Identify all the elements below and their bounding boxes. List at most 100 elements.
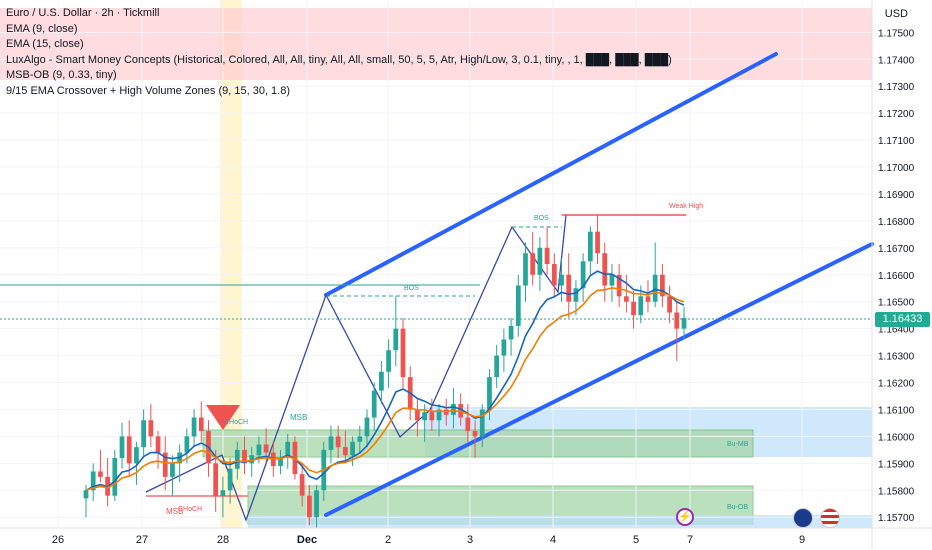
candle-body[interactable] bbox=[580, 261, 586, 289]
sell-signal-arrow[interactable] bbox=[206, 405, 240, 430]
candle-body[interactable] bbox=[479, 409, 485, 437]
candle-body[interactable] bbox=[566, 274, 572, 302]
candle-body[interactable] bbox=[112, 457, 118, 496]
candle-body[interactable] bbox=[256, 444, 262, 456]
candle-body[interactable] bbox=[213, 463, 219, 496]
candle-body[interactable] bbox=[400, 328, 406, 378]
lightning-icon[interactable]: ⚡ bbox=[676, 508, 694, 526]
candle-body[interactable] bbox=[587, 231, 593, 262]
supply-zone bbox=[0, 8, 872, 80]
candle-body[interactable] bbox=[472, 431, 478, 437]
candle-body[interactable] bbox=[638, 296, 644, 316]
candle-body[interactable] bbox=[242, 449, 247, 464]
candle-body[interactable] bbox=[674, 312, 680, 329]
candle-body[interactable] bbox=[335, 436, 341, 448]
choch-label-2: CHoCH bbox=[178, 506, 202, 513]
candle-body[interactable] bbox=[645, 296, 651, 302]
bos-label-2: BOS bbox=[534, 215, 549, 222]
candle-body[interactable] bbox=[595, 231, 600, 254]
candle-body[interactable] bbox=[357, 436, 363, 442]
candle-body[interactable] bbox=[544, 247, 550, 264]
candle-body[interactable] bbox=[119, 436, 125, 458]
candle-body[interactable] bbox=[451, 404, 456, 415]
candle-body[interactable] bbox=[141, 420, 147, 448]
candle-body[interactable] bbox=[523, 253, 528, 286]
candle-body[interactable] bbox=[573, 288, 579, 302]
candle-body[interactable] bbox=[379, 371, 384, 391]
candle-body[interactable] bbox=[198, 417, 204, 432]
price-tick-label: 1.15800 bbox=[878, 486, 915, 497]
channel-upper-line[interactable] bbox=[324, 52, 778, 297]
candle-body[interactable] bbox=[342, 447, 348, 456]
candle-body[interactable] bbox=[170, 463, 175, 477]
candle-body[interactable] bbox=[249, 455, 255, 464]
candle-body[interactable] bbox=[623, 296, 629, 302]
candle-body[interactable] bbox=[364, 417, 370, 437]
candle-body[interactable] bbox=[350, 441, 355, 456]
candle-body[interactable] bbox=[559, 274, 564, 286]
time-tick-label: 7 bbox=[687, 534, 693, 546]
candle-body[interactable] bbox=[263, 444, 269, 453]
candle-body[interactable] bbox=[234, 449, 240, 469]
candle-body[interactable] bbox=[501, 339, 507, 356]
bu-mb-label: Bu-MB bbox=[727, 441, 749, 448]
candle-body[interactable] bbox=[299, 474, 305, 496]
candle-body[interactable] bbox=[422, 412, 428, 421]
eu-flag-icon[interactable] bbox=[793, 508, 813, 528]
candle-body[interactable] bbox=[83, 490, 89, 499]
candle-body[interactable] bbox=[134, 447, 139, 464]
candle-body[interactable] bbox=[465, 417, 471, 432]
candle-body[interactable] bbox=[429, 412, 435, 421]
candle-body[interactable] bbox=[631, 301, 636, 316]
candle-body[interactable] bbox=[487, 377, 492, 410]
candle-body[interactable] bbox=[681, 317, 687, 329]
candle-body[interactable] bbox=[98, 471, 103, 477]
legend-ema-crossover[interactable]: 9/15 EMA Crossover + High Volume Zones (… bbox=[6, 84, 291, 97]
candle-body[interactable] bbox=[278, 457, 283, 467]
candle-body[interactable] bbox=[328, 436, 334, 450]
time-tick-label: 4 bbox=[550, 534, 556, 546]
candle-body[interactable] bbox=[220, 490, 226, 496]
candle-body[interactable] bbox=[616, 274, 622, 297]
candle-body[interactable] bbox=[415, 409, 420, 421]
legend-ema-9[interactable]: EMA (9, close) bbox=[6, 22, 78, 35]
candle-body[interactable] bbox=[162, 452, 168, 477]
candle-body[interactable] bbox=[508, 325, 514, 340]
legend-title[interactable]: Euro / U.S. Dollar · 2h · Tickmill bbox=[6, 7, 160, 19]
time-tick-label: 26 bbox=[52, 534, 64, 546]
candle-body[interactable] bbox=[314, 490, 319, 518]
channel-lower-line[interactable] bbox=[324, 242, 874, 517]
us-flag-icon[interactable] bbox=[820, 508, 840, 528]
candle-body[interactable] bbox=[530, 253, 536, 275]
candle-body[interactable] bbox=[126, 436, 132, 464]
candle-body[interactable] bbox=[148, 420, 154, 437]
time-tick-label: 28 bbox=[217, 534, 229, 546]
candle-body[interactable] bbox=[537, 247, 543, 275]
candle-body[interactable] bbox=[285, 441, 291, 458]
candle-body[interactable] bbox=[184, 436, 190, 453]
candle-body[interactable] bbox=[191, 417, 197, 437]
candle-body[interactable] bbox=[386, 350, 391, 372]
candle-body[interactable] bbox=[494, 355, 500, 378]
candle-body[interactable] bbox=[602, 253, 608, 286]
time-tick-label: 5 bbox=[633, 534, 639, 546]
candle-body[interactable] bbox=[515, 285, 521, 326]
legend-ema-15[interactable]: EMA (15, close) bbox=[6, 38, 84, 50]
candle-body[interactable] bbox=[436, 409, 442, 421]
legend-luxalgo-smc[interactable]: LuxAlgo - Smart Money Concepts (Historic… bbox=[6, 53, 672, 66]
candle-body[interactable] bbox=[155, 436, 161, 453]
legend-msb-ob[interactable]: MSB-OB (9, 0.33, tiny) bbox=[6, 69, 117, 81]
currency-label[interactable]: USD bbox=[884, 8, 908, 20]
candle-body[interactable] bbox=[371, 390, 377, 418]
candle-body[interactable] bbox=[667, 296, 672, 313]
candle-body[interactable] bbox=[652, 274, 658, 302]
candle-body[interactable] bbox=[660, 274, 665, 297]
candle-body[interactable] bbox=[227, 468, 233, 491]
candle-body[interactable] bbox=[609, 274, 615, 286]
candle-body[interactable] bbox=[90, 471, 96, 491]
candle-body[interactable] bbox=[306, 495, 312, 518]
price-tick-label: 1.16000 bbox=[878, 432, 915, 443]
candle-body[interactable] bbox=[551, 264, 557, 286]
candle-body[interactable] bbox=[393, 328, 399, 351]
